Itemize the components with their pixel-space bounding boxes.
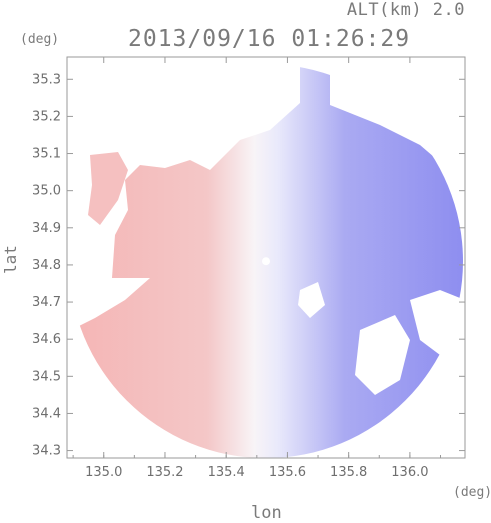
no-echo-region-ne — [330, 57, 465, 200]
x-axis-unit: (deg) — [453, 485, 491, 500]
timestamp-title: 2013/09/16 01:26:29 — [128, 26, 411, 52]
altitude-label: ALT(km) 2.0 — [346, 0, 465, 20]
y-axis-unit: (deg) — [20, 32, 60, 47]
x-ticks: 135.0 135.2 135.4 135.6 135.8 136.0 — [72, 57, 442, 480]
y-ticks: 34.3 34.4 34.5 34.6 34.7 34.8 34.9 35.0 35.1 35.2… — [32, 72, 465, 459]
x-tick-label: 135.4 — [208, 465, 245, 480]
radar-site-marker — [262, 257, 270, 266]
x-tick-label: 135.0 — [85, 465, 122, 480]
x-axis-label: lon — [251, 503, 282, 523]
y-tick-label: 35.3 — [32, 72, 61, 87]
plot-border — [66, 56, 466, 459]
x-tick-label: 135.2 — [146, 465, 183, 480]
y-tick-label: 35.2 — [32, 109, 61, 124]
y-tick-label: 34.3 — [32, 444, 61, 459]
y-tick-label: 34.6 — [32, 332, 61, 347]
y-tick-label: 34.5 — [32, 369, 61, 384]
x-tick-label: 135.6 — [269, 465, 306, 480]
y-tick-label: 34.9 — [32, 221, 61, 236]
x-tick-label: 136.0 — [391, 465, 428, 480]
no-echo-gap-east-2 — [355, 315, 410, 395]
doppler-field — [67, 57, 465, 458]
echo-island-nw — [88, 152, 128, 225]
y-tick-label: 34.8 — [32, 258, 61, 273]
y-tick-label: 35.0 — [32, 184, 61, 199]
plot-frame — [66, 56, 466, 459]
x-tick-label: 135.8 — [330, 465, 367, 480]
y-tick-label: 35.1 — [32, 147, 61, 162]
no-echo-gap-east-3 — [298, 282, 325, 318]
no-echo-region-nw — [67, 57, 300, 332]
y-tick-label: 34.4 — [32, 406, 61, 421]
no-echo-gap-east-1 — [410, 290, 465, 355]
y-tick-label: 34.7 — [32, 295, 61, 310]
